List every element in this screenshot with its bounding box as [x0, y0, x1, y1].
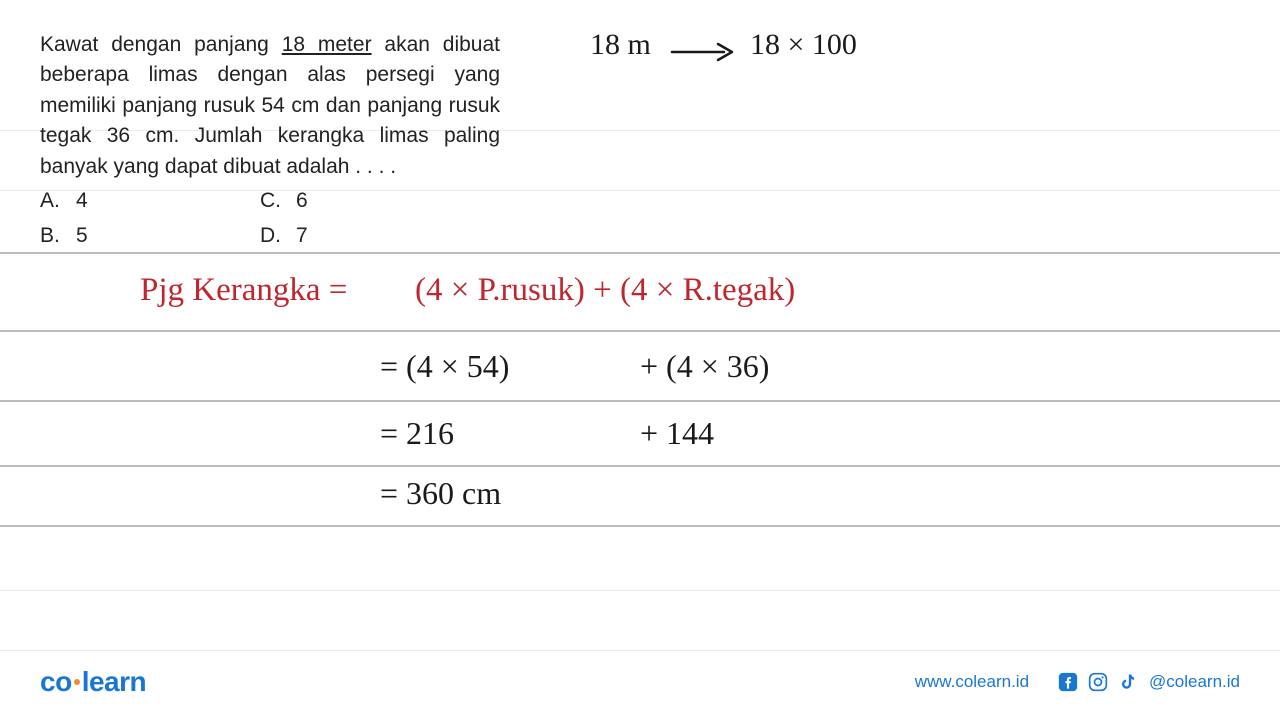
handwriting-step1-a: = (4 × 54)	[380, 348, 509, 385]
footer-url: www.colearn.id	[915, 672, 1029, 692]
logo: colearn	[40, 666, 146, 698]
footer-right: www.colearn.id @colearn.id	[915, 671, 1240, 693]
option-b: B.5	[40, 221, 260, 251]
footer: colearn www.colearn.id @colearn.id	[0, 666, 1280, 698]
facebook-icon	[1057, 671, 1079, 693]
logo-co: co	[40, 666, 72, 697]
option-a: A.4	[40, 186, 260, 216]
option-c-letter: C.	[260, 186, 296, 216]
handwriting-conversion-left: 18 m	[590, 28, 651, 62]
question-block: Kawat dengan panjang 18 meter akan dibua…	[40, 30, 500, 251]
options-row-2: B.5 D.7	[40, 219, 500, 251]
handwriting-step3: = 360 cm	[380, 475, 501, 512]
option-d-letter: D.	[260, 221, 296, 251]
socials: @colearn.id	[1057, 671, 1240, 693]
option-c-value: 6	[296, 189, 308, 212]
option-a-value: 4	[76, 189, 88, 212]
logo-learn: learn	[82, 666, 146, 697]
option-b-letter: B.	[40, 221, 76, 251]
option-d-value: 7	[296, 224, 308, 247]
tiktok-icon	[1117, 671, 1139, 693]
footer-handle: @colearn.id	[1149, 672, 1240, 692]
handwriting-step2-b: + 144	[640, 415, 714, 452]
handwriting-conversion-right: 18 × 100	[750, 28, 857, 62]
option-b-value: 5	[76, 224, 88, 247]
options-row-1: A.4 C.6	[40, 184, 500, 216]
handwriting-step1-b: + (4 × 36)	[640, 348, 769, 385]
logo-dot-icon	[74, 679, 80, 685]
handwriting-formula-label: Pjg Kerangka =	[140, 272, 347, 309]
handwriting-step2-a: = 216	[380, 415, 454, 452]
question-text-part1: Kawat dengan panjang	[40, 33, 282, 56]
handwriting-formula-expr: (4 × P.rusuk) + (4 × R.tegak)	[415, 272, 795, 309]
instagram-icon	[1087, 671, 1109, 693]
question-underlined: 18 meter	[282, 33, 372, 56]
option-a-letter: A.	[40, 186, 76, 216]
arrow-icon	[670, 40, 740, 64]
option-d: D.7	[260, 221, 480, 251]
option-c: C.6	[260, 186, 480, 216]
